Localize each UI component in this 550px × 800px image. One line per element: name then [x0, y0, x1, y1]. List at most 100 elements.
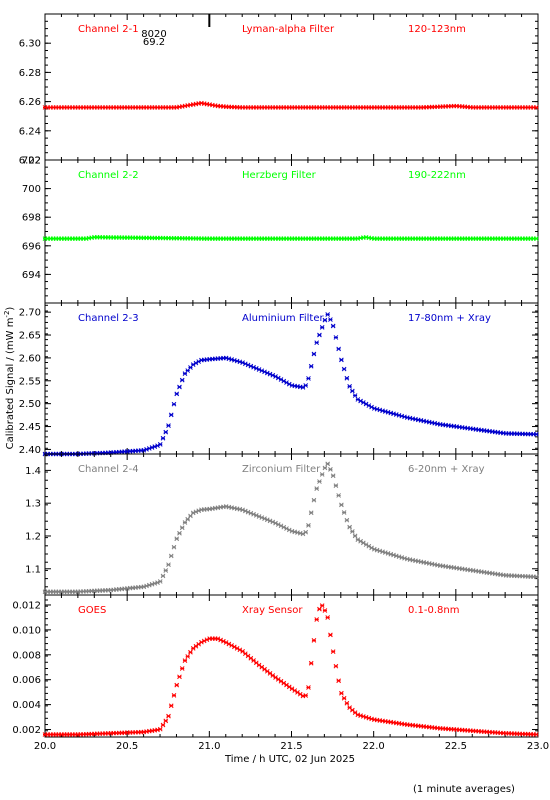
- data-point: [171, 692, 177, 698]
- data-point: [347, 384, 352, 389]
- y-tick-label: 1.2: [25, 531, 41, 542]
- panel-frame: [44, 594, 539, 738]
- data-point: [182, 658, 188, 663]
- data-point: [171, 401, 177, 407]
- panel-channel-label: Channel 2-1: [78, 24, 139, 35]
- y-tick-label: 6.30: [19, 39, 41, 50]
- data-point: [168, 703, 174, 709]
- series-2: [42, 312, 539, 457]
- data-point: [330, 323, 336, 329]
- data-point: [317, 332, 322, 338]
- y-tick-label: 1.3: [25, 499, 41, 510]
- x-tick-label: 22.5: [445, 741, 467, 752]
- panel-filter-label: Xray Sensor: [242, 605, 303, 616]
- panel-frame: [44, 159, 539, 304]
- data-point: [174, 391, 180, 397]
- data-point: [160, 573, 166, 579]
- y-axis-label-sup: -2: [3, 311, 11, 318]
- data-point: [350, 529, 355, 534]
- y-tick-label: 0.012: [12, 600, 41, 611]
- y-tick-label: 1.4: [25, 466, 41, 477]
- y-axis-label-main: Calibrated Signal / (mW m: [5, 318, 16, 450]
- data-point: [533, 236, 539, 242]
- y-tick-label: 700: [22, 184, 41, 195]
- data-point: [306, 523, 311, 528]
- data-point: [328, 632, 333, 638]
- data-point: [319, 603, 325, 609]
- data-point: [347, 524, 352, 530]
- x-tick-label: 23.0: [527, 741, 549, 752]
- data-point: [171, 544, 177, 550]
- data-point: [325, 615, 331, 620]
- panel-channel-label: GOES: [78, 605, 106, 616]
- data-point: [322, 608, 328, 613]
- y-tick-label: 0.010: [12, 625, 41, 636]
- series-0: [42, 100, 539, 110]
- panel-frame: [44, 453, 539, 596]
- y-tick-label: 2.45: [19, 422, 41, 433]
- y-tick-label: 1.1: [25, 564, 41, 575]
- y-tick-label: 2.50: [19, 399, 41, 410]
- data-point: [166, 423, 171, 428]
- panel-filter-label: Lyman-alpha Filter: [242, 24, 335, 35]
- data-point: [330, 473, 336, 479]
- data-point: [179, 525, 185, 531]
- data-point: [319, 325, 325, 330]
- data-point: [333, 483, 339, 488]
- y-tick-label: 694: [22, 270, 41, 281]
- y-tick-label: 2.40: [19, 445, 41, 456]
- data-point: [350, 388, 355, 394]
- panel-band-label: 6-20nm + Xray: [408, 464, 485, 475]
- data-point: [314, 486, 320, 492]
- data-point: [339, 357, 344, 363]
- data-point: [344, 517, 350, 523]
- data-point: [157, 441, 163, 447]
- data-point: [303, 529, 309, 535]
- data-point: [328, 466, 333, 472]
- data-point: [303, 383, 309, 388]
- data-point: [533, 431, 539, 437]
- panel-band-label: 17-80nm + Xray: [408, 313, 491, 324]
- data-point: [163, 718, 169, 724]
- data-point: [336, 678, 342, 684]
- y-tick-label: 698: [22, 213, 41, 224]
- data-point: [352, 393, 358, 398]
- data-point: [174, 682, 180, 688]
- x-tick-label: 22.0: [363, 741, 385, 752]
- data-point: [533, 574, 539, 580]
- y-tick-label: 6.24: [19, 126, 41, 137]
- data-point: [157, 726, 163, 732]
- panel-filter-label: Aluminium Filter: [242, 313, 325, 324]
- y-axis-label: Calibrated Signal / (mW m-2): [3, 307, 16, 450]
- data-point: [314, 617, 320, 622]
- data-point: [533, 732, 539, 737]
- data-point: [308, 510, 314, 516]
- y-tick-label: 696: [22, 241, 41, 252]
- data-point: [314, 340, 320, 346]
- data-point: [188, 649, 193, 655]
- data-point: [325, 312, 331, 317]
- data-point: [325, 461, 331, 467]
- data-point: [177, 674, 182, 680]
- x-tick-label: 21.5: [280, 741, 302, 752]
- data-point: [336, 493, 342, 498]
- x-tick-label: 21.0: [198, 741, 220, 752]
- data-point: [336, 346, 342, 352]
- data-point: [341, 510, 347, 515]
- y-tick-label: 6.22: [19, 156, 41, 167]
- data-point: [311, 497, 317, 503]
- footnote: (1 minute averages): [413, 784, 515, 795]
- x-axis-label: Time / h UTC, 02 Jun 2025: [224, 754, 355, 765]
- y-tick-label: 0.004: [12, 700, 41, 711]
- data-point: [163, 568, 169, 573]
- plot-area: 6.22 6.24 6.26 6.28 6.30 Channel 2-1 Lyman-alp…: [12, 13, 549, 752]
- panel-channel-label: Channel 2-2: [78, 170, 139, 181]
- data-point: [308, 363, 314, 369]
- data-point: [322, 465, 328, 471]
- y-tick-label: 6.28: [19, 68, 41, 79]
- data-point: [177, 530, 182, 536]
- data-point: [339, 690, 344, 696]
- data-point: [317, 606, 322, 612]
- data-point: [160, 435, 166, 441]
